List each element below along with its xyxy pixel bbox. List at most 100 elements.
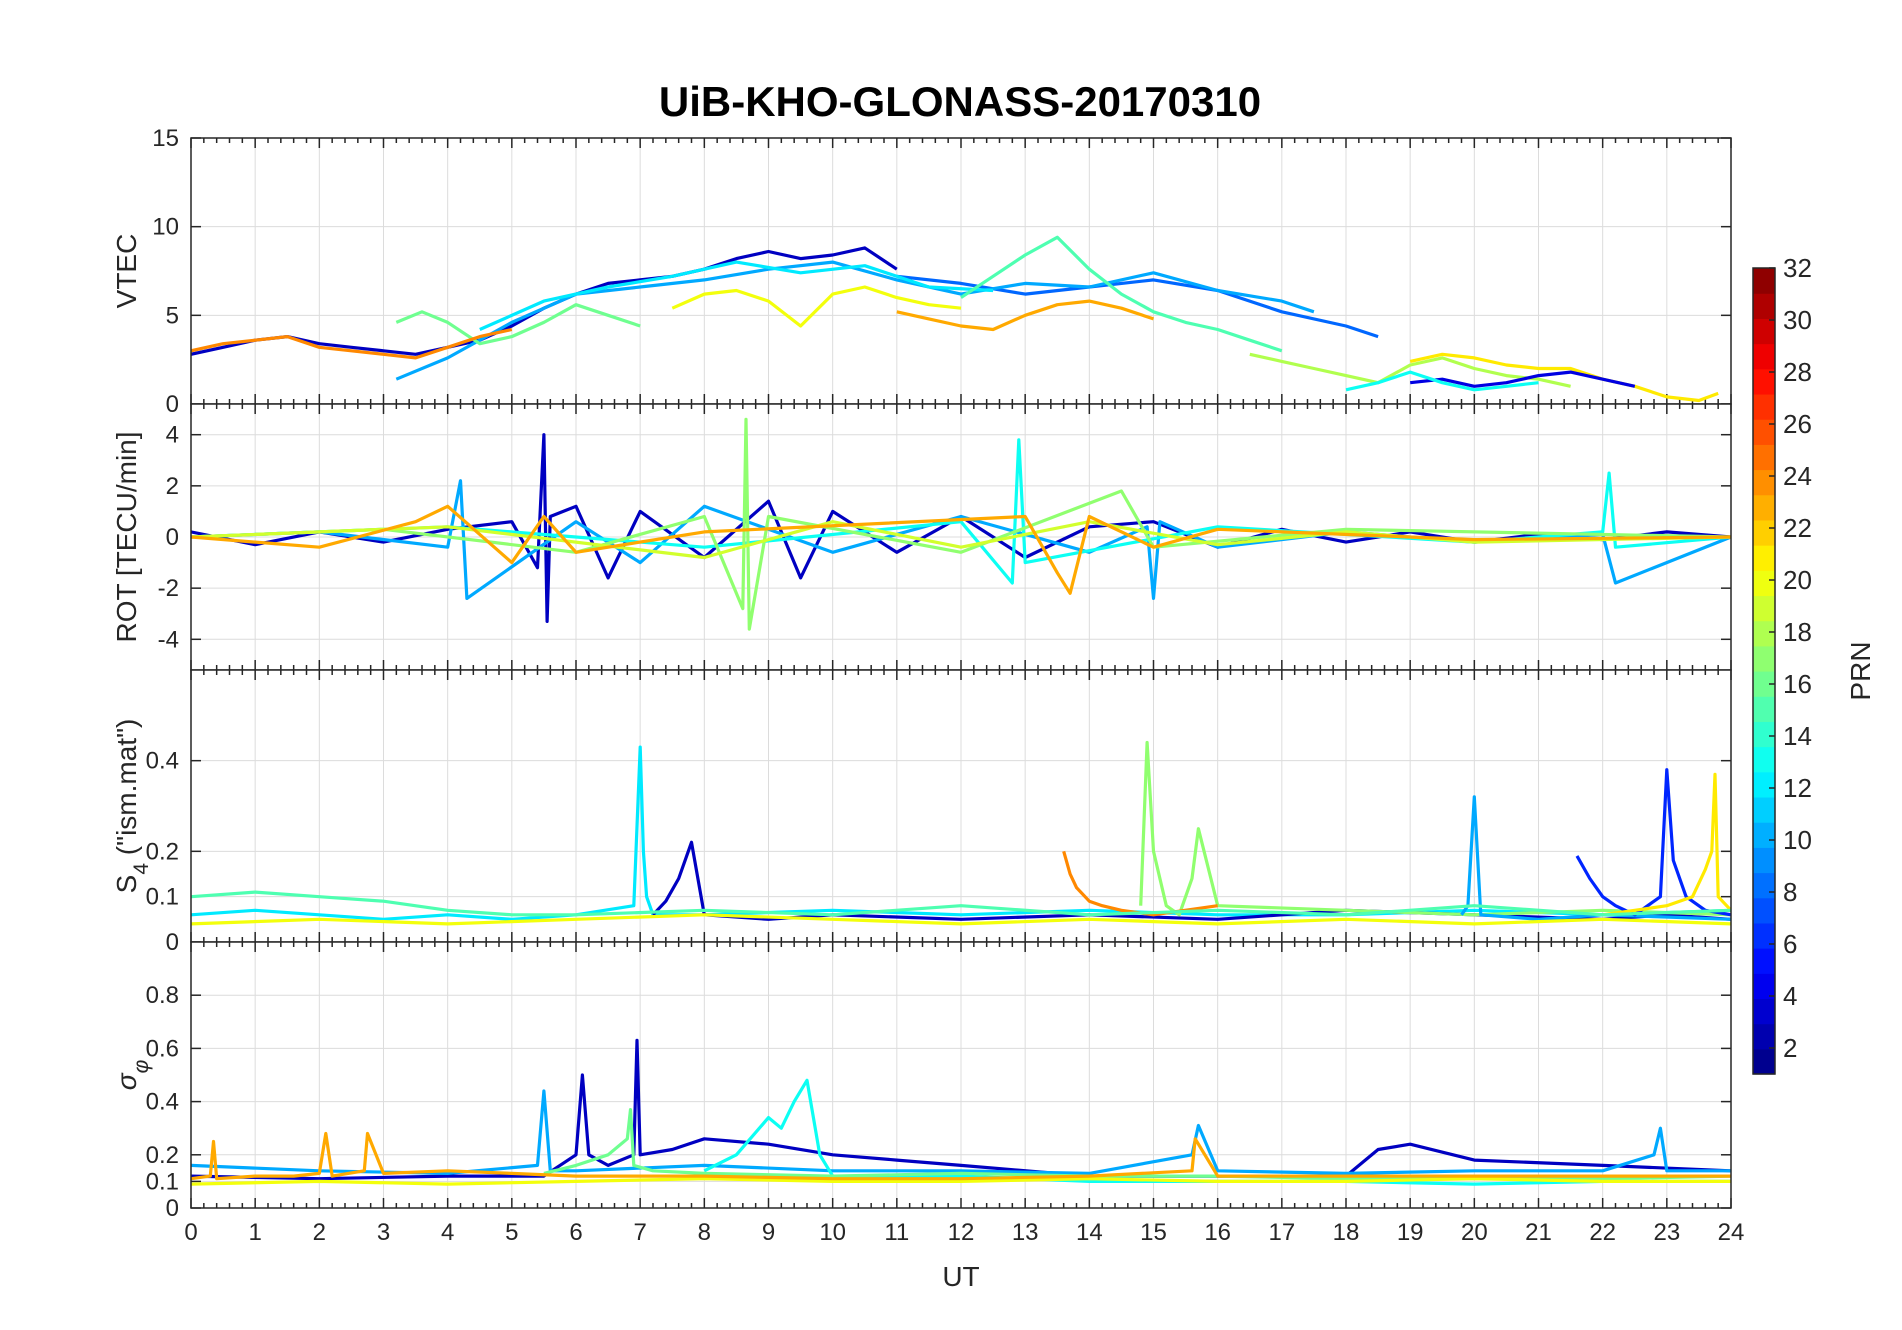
series-line-prn-10 <box>395 260 1315 381</box>
colorbar-segment <box>1753 746 1775 773</box>
figure-title: UiB-KHO-GLONASS-20170310 <box>659 78 1261 125</box>
series-line-prn-24 <box>191 327 513 360</box>
colorbar-tick-label: 28 <box>1783 357 1812 387</box>
colorbar-segment <box>1753 343 1775 370</box>
colorbar-segment <box>1753 469 1775 496</box>
y-tick-label: 0.6 <box>146 1035 179 1062</box>
colorbar-segment <box>1753 318 1775 345</box>
colorbar-tick-label: 32 <box>1783 253 1812 283</box>
x-tick-label: 9 <box>762 1219 775 1246</box>
x-tick-label: 22 <box>1589 1219 1616 1246</box>
panel-vtec: 0 5 10 15 VTEC <box>111 125 1732 418</box>
y-tick-label: 0.2 <box>146 1142 179 1169</box>
series-line-prn-4 <box>1410 370 1636 388</box>
colorbar-segment <box>1753 847 1775 874</box>
y-tick-label: 0 <box>166 391 179 418</box>
colorbar-label: PRN <box>1845 641 1876 700</box>
y-tick-label: 4 <box>166 422 179 449</box>
colorbar-tick-label: 26 <box>1783 409 1812 439</box>
y-tick-label: 0.2 <box>146 838 179 865</box>
colorbar-segment <box>1753 897 1775 924</box>
x-tick-label: 8 <box>698 1219 711 1246</box>
colorbar-segment <box>1753 494 1775 521</box>
colorbar-segment <box>1753 671 1775 697</box>
series-line-prn-6 <box>1575 768 1731 917</box>
x-tick-label: 21 <box>1525 1219 1552 1246</box>
panel-s4: 0 0.1 0.2 0.4S4 ("ism.mat") <box>111 669 1732 956</box>
colorbar-tick-label: 20 <box>1783 565 1812 595</box>
x-tick-label: 14 <box>1076 1219 1103 1246</box>
y-axis-label: VTEC <box>111 234 142 309</box>
y-tick-label: 0.1 <box>146 1168 179 1195</box>
colorbar-segment <box>1753 545 1775 571</box>
series-line-prn-15 <box>191 890 1731 917</box>
x-tick-label: 12 <box>948 1219 975 1246</box>
x-tick-label: 23 <box>1653 1219 1680 1246</box>
series-line-prn-16 <box>395 303 641 346</box>
x-tick-label: 2 <box>313 1219 326 1246</box>
plot-frame <box>190 941 1732 1209</box>
colorbar-tick-label: 30 <box>1783 305 1812 335</box>
colorbar-tick-label: 14 <box>1783 721 1812 751</box>
colorbar-segment <box>1753 620 1775 647</box>
series-line-prn-20 <box>191 1177 1731 1186</box>
colorbar-segment <box>1753 822 1775 848</box>
colorbar-segment <box>1753 393 1775 420</box>
colorbar-tick-label: 8 <box>1783 877 1797 907</box>
colorbar-segment <box>1753 368 1775 395</box>
series-group <box>191 1038 1731 1186</box>
x-tick-label: 20 <box>1461 1219 1488 1246</box>
series-line-prn-8 <box>896 274 1379 339</box>
colorbar-segment <box>1753 1023 1775 1050</box>
y-tick-label: 5 <box>166 302 179 329</box>
x-tick-label: 17 <box>1268 1219 1295 1246</box>
y-tick-label: -4 <box>158 626 179 653</box>
y-tick-label: 0.1 <box>146 884 179 911</box>
y-tick-label: 0.4 <box>146 748 179 775</box>
colorbar-segment <box>1753 872 1775 899</box>
colorbar-segment <box>1753 771 1775 798</box>
x-tick-label: 13 <box>1012 1219 1039 1246</box>
y-tick-label: 15 <box>152 125 179 152</box>
colorbar-segment <box>1753 998 1775 1025</box>
series-line-prn-17 <box>1139 740 1731 917</box>
colorbar-tick-label: 6 <box>1783 929 1797 959</box>
y-tick-label: 0 <box>166 1195 179 1222</box>
panel-rot: -4 -2 0 2 4 ROT [TECU/min] <box>111 403 1732 671</box>
y-axis-label: S4 ("ism.mat") <box>111 719 153 894</box>
colorbar-segment <box>1753 922 1775 949</box>
series-line-prn-18 <box>1249 352 1571 388</box>
colorbar-segment <box>1753 293 1775 319</box>
y-axis-label: ROT [TECU/min] <box>111 431 142 642</box>
y-axis-label: σφ <box>111 1059 153 1090</box>
colorbar-tick-label: 18 <box>1783 617 1812 647</box>
colorbar-tick-label: 12 <box>1783 773 1812 803</box>
x-tick-label: 6 <box>569 1219 582 1246</box>
series-line-prn-12 <box>479 260 994 331</box>
x-tick-label: 10 <box>819 1219 846 1246</box>
colorbar-segment <box>1753 1048 1775 1075</box>
colorbar-segment <box>1753 796 1775 823</box>
series-line-prn-13 <box>1345 370 1539 392</box>
x-tick-label: 3 <box>377 1219 390 1246</box>
y-tick-label: -2 <box>158 575 179 602</box>
series-line-prn-23 <box>191 504 1731 595</box>
colorbar-segment <box>1753 268 1775 294</box>
series-line-prn-15 <box>960 235 1283 353</box>
colorbar-tick-label: 16 <box>1783 669 1812 699</box>
series-group <box>191 417 1731 631</box>
series-line-prn-10 <box>191 1089 1731 1176</box>
colorbar-segment <box>1753 570 1775 597</box>
colorbar-segment <box>1753 419 1775 445</box>
colorbar-tick-label: 10 <box>1783 825 1812 855</box>
y-tick-label: 0 <box>166 524 179 551</box>
series-line-prn-21 <box>1409 352 1719 403</box>
x-axis-label: UT <box>942 1261 979 1292</box>
y-tick-label: 0 <box>166 929 179 956</box>
y-tick-label: 2 <box>166 473 179 500</box>
colorbar-segment <box>1753 721 1775 748</box>
series-line-prn-3 <box>191 1038 1731 1181</box>
series-group <box>191 740 1731 926</box>
